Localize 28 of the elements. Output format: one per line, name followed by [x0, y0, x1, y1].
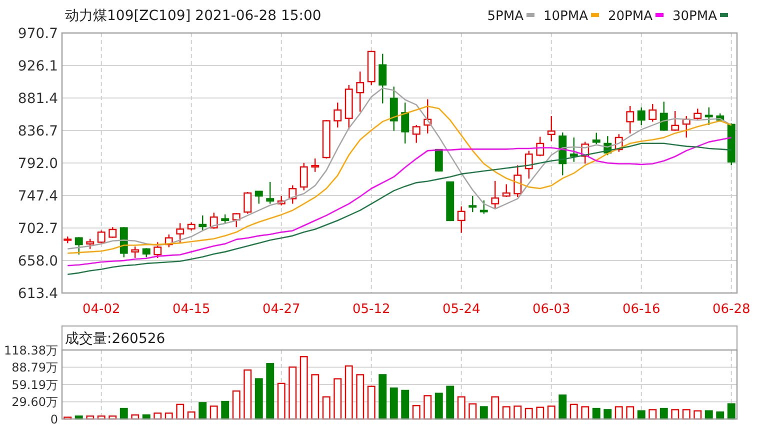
y-tick-label: 0: [50, 412, 58, 426]
x-tick-label: 06-16: [622, 302, 660, 317]
legend-label: 20PMA: [608, 9, 653, 24]
y-tick-label: 88.79万: [12, 360, 58, 375]
x-tick-label: 04-27: [262, 302, 300, 317]
x-tick-label: 04-15: [172, 302, 210, 317]
y-tick-label: 59.19万: [12, 378, 58, 392]
y-tick-label: 29.60万: [12, 395, 58, 410]
y-tick-label: 970.7: [18, 26, 58, 42]
legend-label: 10PMA: [544, 9, 588, 24]
x-tick-label: 06-03: [532, 302, 570, 317]
x-tick-label: 05-12: [352, 302, 390, 317]
chart-title: 成交量:260526: [65, 331, 166, 347]
y-tick-label: 881.4: [18, 91, 58, 108]
y-tick-label: 702.7: [18, 221, 58, 238]
y-tick-label: 613.4: [18, 286, 58, 302]
y-tick-label: 658.0: [18, 254, 58, 270]
y-tick-label: 926.1: [18, 58, 58, 74]
y-tick-label: 747.4: [18, 188, 58, 205]
y-tick-label: 836.7: [18, 124, 58, 140]
legend-label: 30PMA: [672, 9, 718, 24]
y-tick-label: 118.38万: [4, 343, 58, 358]
x-tick-label: 06-28: [712, 302, 750, 317]
x-tick-label: 05-24: [442, 302, 480, 317]
legend-label: 5PMA: [487, 9, 524, 24]
chart-title: 动力煤109[ZC109] 2021-06-28 15:00: [65, 8, 322, 24]
x-tick-label: 04-02: [82, 302, 120, 317]
y-tick-label: 792.0: [18, 156, 58, 172]
